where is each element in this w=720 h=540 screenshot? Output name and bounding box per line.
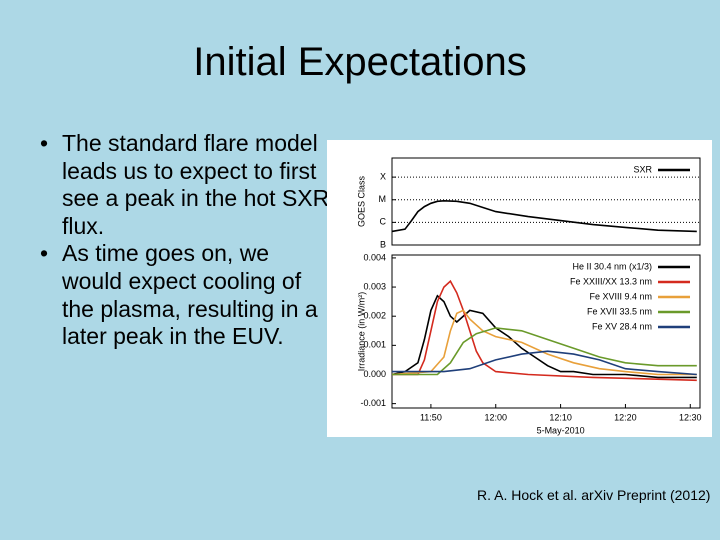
x-axis-label: 5-May-2010	[537, 425, 585, 435]
figure-background	[327, 140, 712, 437]
data-line	[391, 199, 697, 233]
legend-label: Fe XVIII 9.4 nm	[589, 291, 652, 301]
citation: R. A. Hock et al. arXiv Preprint (2012)	[477, 487, 711, 503]
data-line	[391, 294, 697, 379]
legend-label: Fe XXIII/XX 13.3 nm	[570, 276, 652, 286]
x-tick-label: 11:50	[420, 412, 442, 422]
y-tick-label: 0.002	[363, 311, 386, 321]
data-line	[391, 309, 697, 376]
legend-label: He II 30.4 nm (x1/3)	[572, 261, 652, 271]
y-tick-label: X	[380, 171, 386, 181]
y-tick-label: 0.003	[363, 281, 386, 291]
y-axis-label: Irradiance (in W/m²)	[356, 292, 366, 372]
y-tick-label: M	[379, 194, 387, 204]
x-tick-label: 12:20	[614, 412, 637, 422]
y-tick-label: 0.004	[363, 252, 386, 262]
x-tick-label: 12:10	[549, 412, 572, 422]
legend-label: Fe XVII 33.5 nm	[587, 306, 652, 316]
bullet: The standard flare model leads us to exp…	[40, 130, 332, 240]
legend-label: SXR	[633, 164, 652, 174]
data-line	[392, 350, 697, 376]
y-tick-label: -0.001	[360, 398, 386, 408]
data-line	[392, 279, 697, 382]
bullet-list: The standard flare model leads us to exp…	[40, 130, 332, 351]
plot-frame	[391, 254, 701, 409]
y-axis-label: GOES Class	[356, 175, 366, 227]
y-tick-label: 0.001	[363, 340, 386, 350]
y-tick-label: C	[380, 217, 387, 227]
x-tick-label: 12:30	[679, 412, 702, 422]
slide-title: Initial Expectations	[193, 40, 527, 84]
data-line	[392, 327, 697, 376]
bullet: As time goes on, we would expect cooling…	[40, 240, 332, 350]
x-tick-label: 12:00	[484, 412, 507, 422]
legend-label: Fe XV 28.4 nm	[592, 321, 652, 331]
y-tick-label: B	[380, 239, 386, 249]
y-tick-label: 0.000	[363, 369, 386, 379]
